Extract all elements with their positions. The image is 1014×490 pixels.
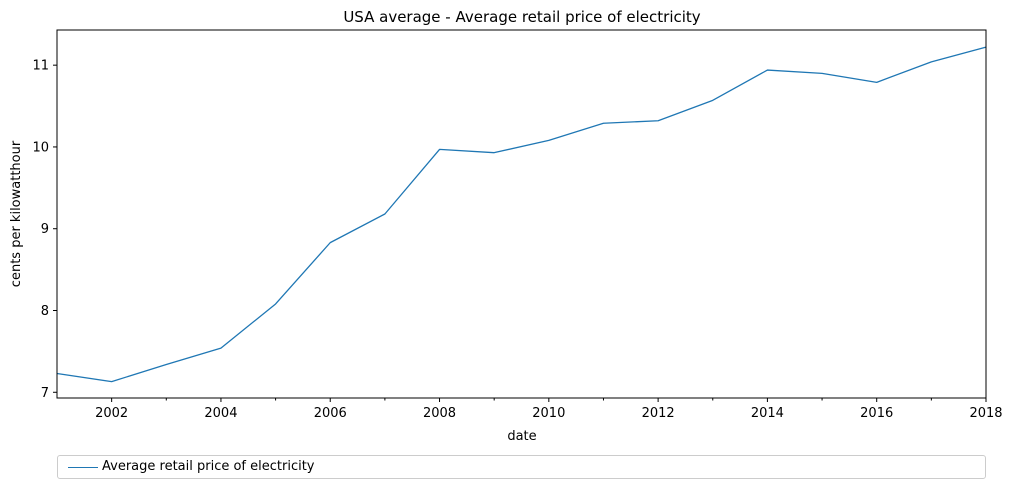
- x-tick-label: 2014: [751, 406, 784, 421]
- x-tick-label: 2018: [969, 406, 1002, 421]
- x-tick-label: 2004: [204, 406, 237, 421]
- y-tick-label: 9: [41, 222, 49, 237]
- y-axis-ticks: 7 8 9 10 11: [32, 59, 57, 401]
- x-tick-label: 2010: [532, 406, 565, 421]
- x-tick-label: 2008: [423, 406, 456, 421]
- series-line: [56, 46, 987, 383]
- x-axis-ticks: 2002 2004 2006 2008 2010 2012 2014 2016 2018: [95, 398, 1003, 421]
- y-tick-label: 8: [41, 304, 49, 319]
- y-tick-label: 10: [32, 140, 49, 155]
- legend: Average retail price of electricity: [57, 455, 986, 479]
- x-axis-label: date: [507, 429, 536, 444]
- y-tick-label: 11: [32, 59, 49, 74]
- x-tick-label: 2012: [642, 406, 675, 421]
- legend-label: Average retail price of electricity: [102, 459, 315, 474]
- legend-swatch: [68, 467, 98, 468]
- chart-title: USA average - Average retail price of el…: [343, 8, 700, 26]
- x-tick-label: 2016: [860, 406, 893, 421]
- series-layer: [56, 46, 987, 383]
- x-tick-label: 2002: [95, 406, 128, 421]
- line-chart: USA average - Average retail price of el…: [9, 8, 1003, 444]
- plot-frame: [56, 29, 987, 399]
- y-tick-label: 7: [41, 386, 49, 401]
- x-tick-label: 2006: [314, 406, 347, 421]
- y-axis-label: cents per kilowatthour: [9, 140, 24, 287]
